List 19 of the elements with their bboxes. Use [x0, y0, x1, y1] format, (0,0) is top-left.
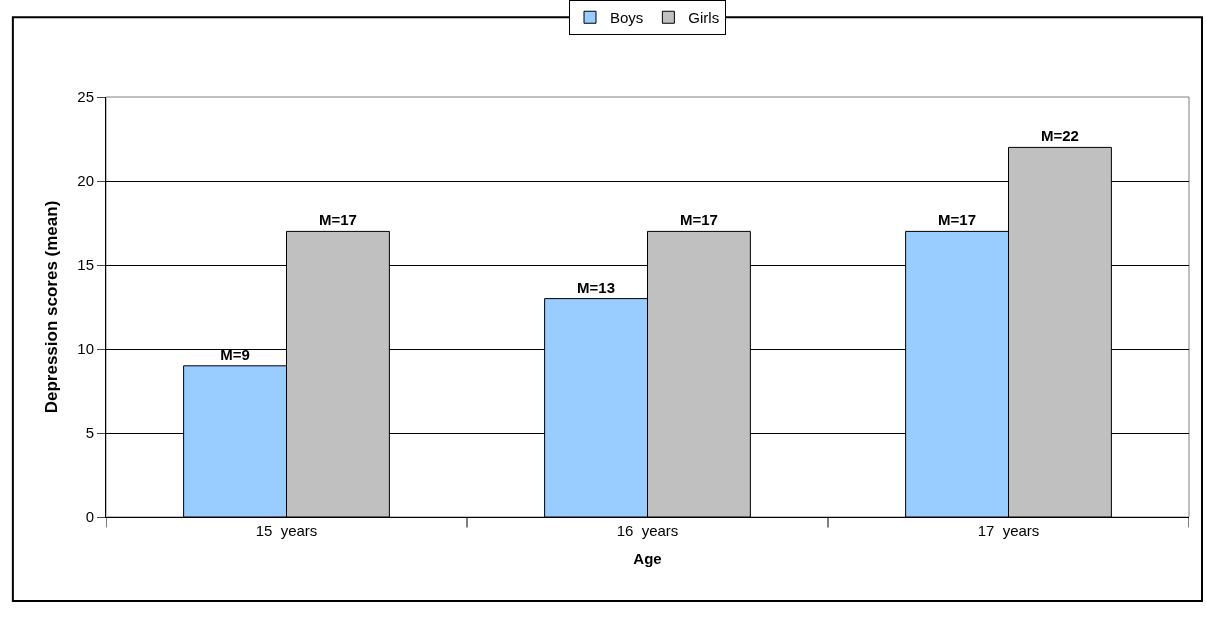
x-axis-title: Age [633, 550, 662, 567]
y-tick-label: 15 [77, 256, 94, 274]
y-tick-label: 10 [77, 340, 94, 358]
data-label: M=17 [318, 211, 357, 229]
data-label: M=9 [220, 345, 250, 363]
y-tick-label: 20 [77, 172, 94, 190]
y-tick-label: 5 [85, 424, 94, 442]
y-axis-title: Depression scores (mean) [41, 200, 61, 414]
y-tick-label: 25 [77, 88, 94, 106]
data-label: M=17 [679, 211, 718, 229]
x-tick-label: 16 years [616, 522, 679, 539]
x-tick-label: 15 years [255, 522, 318, 539]
y-tick-label: 0 [85, 508, 94, 526]
x-tick-label: 17 years [977, 522, 1040, 539]
data-label: M=17 [938, 211, 977, 229]
legend-label: Boys [610, 9, 644, 27]
data-label: M=22 [1040, 127, 1079, 145]
data-label: M=13 [577, 278, 616, 296]
legend-label: Girls [688, 9, 720, 27]
